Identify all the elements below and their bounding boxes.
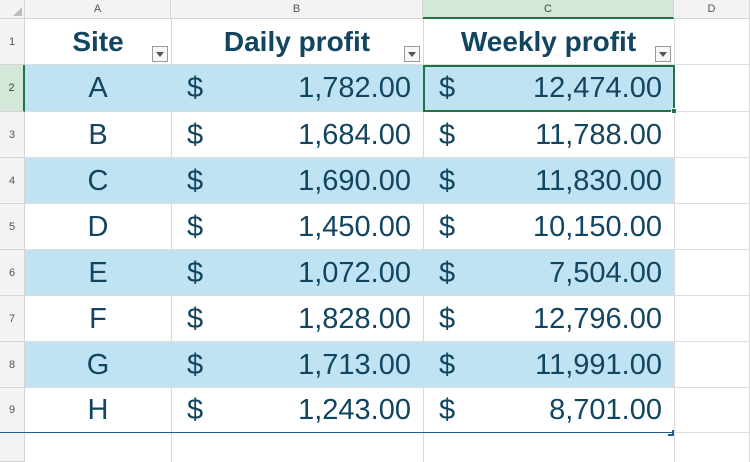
cell-weekly-profit[interactable]: 11,830.00: [535, 164, 662, 197]
row-header-6[interactable]: 6: [0, 250, 25, 296]
cell-site[interactable]: B: [88, 118, 108, 151]
currency-symbol: $: [187, 210, 204, 243]
fill-handle[interactable]: [671, 108, 677, 114]
gridline-vertical: [674, 19, 675, 462]
cell-weekly-profit[interactable]: 10,150.00: [532, 210, 662, 243]
column-header-d[interactable]: D: [674, 0, 750, 19]
gridline-vertical: [171, 19, 172, 462]
gridline-horizontal: [25, 111, 750, 112]
active-cell-selection: [423, 65, 675, 112]
select-all-corner[interactable]: [0, 0, 25, 19]
currency-symbol: $: [439, 302, 456, 335]
cell-site[interactable]: G: [86, 348, 110, 381]
cell-weekly-profit[interactable]: 12,474.00: [532, 72, 662, 104]
table-row-band: [25, 250, 674, 296]
column-header-a[interactable]: A: [25, 0, 171, 19]
row-header-9[interactable]: 9: [0, 388, 25, 433]
cell-site[interactable]: H: [87, 394, 109, 426]
cell-daily-profit[interactable]: 1,828.00: [298, 302, 411, 335]
gridline-vertical: [423, 19, 424, 462]
table-bottom-border: [0, 432, 674, 433]
currency-symbol: $: [439, 164, 456, 197]
gridline-horizontal: [25, 249, 750, 250]
row-header-1[interactable]: 1: [0, 19, 25, 65]
currency-symbol: $: [187, 118, 204, 151]
cell-daily-profit[interactable]: 1,072.00: [298, 256, 411, 289]
currency-symbol: $: [187, 394, 204, 426]
currency-symbol: $: [439, 210, 456, 243]
row-header-8[interactable]: 8: [0, 342, 25, 388]
cell-weekly-profit[interactable]: 8,701.00: [549, 394, 662, 426]
header-weekly-profit[interactable]: Weekly profit: [460, 26, 637, 57]
header-daily-profit[interactable]: Daily profit: [223, 26, 371, 57]
gridline-horizontal: [25, 387, 750, 388]
currency-symbol: $: [439, 256, 456, 289]
cell-site[interactable]: A: [88, 72, 108, 104]
row-header-2[interactable]: 2: [0, 65, 25, 112]
cell-weekly-profit[interactable]: 11,788.00: [535, 118, 662, 151]
filter-weekly-profit-button[interactable]: [655, 46, 671, 62]
gridline-horizontal: [25, 295, 750, 296]
cell-site[interactable]: C: [87, 164, 109, 197]
row-header-5[interactable]: 5: [0, 204, 25, 250]
currency-symbol: $: [187, 302, 204, 335]
table-resize-handle[interactable]: [668, 430, 674, 436]
cell-daily-profit[interactable]: 1,713.00: [298, 348, 411, 381]
row-header-empty: [0, 433, 25, 462]
table-row-band: [25, 65, 674, 112]
table-row-band: [25, 342, 674, 388]
chevron-down-icon: [408, 51, 416, 57]
currency-symbol: $: [439, 72, 456, 104]
column-header-b[interactable]: B: [171, 0, 423, 19]
cell-daily-profit[interactable]: 1,243.00: [298, 394, 411, 426]
cell-daily-profit[interactable]: 1,690.00: [298, 164, 411, 197]
gridline-horizontal: [25, 341, 750, 342]
column-header-c[interactable]: C: [423, 0, 674, 19]
row-header-4[interactable]: 4: [0, 158, 25, 204]
chevron-down-icon: [156, 51, 164, 57]
chevron-down-icon: [659, 51, 667, 57]
gridline-horizontal: [25, 157, 750, 158]
currency-symbol: $: [187, 164, 204, 197]
cell-daily-profit[interactable]: 1,684.00: [298, 118, 411, 151]
cell-daily-profit[interactable]: 1,450.00: [298, 210, 411, 243]
currency-symbol: $: [187, 256, 204, 289]
gridline-horizontal: [25, 64, 750, 65]
cell-weekly-profit[interactable]: 11,991.00: [535, 348, 662, 381]
cell-weekly-profit[interactable]: 12,796.00: [532, 302, 662, 335]
filter-site-button[interactable]: [152, 46, 168, 62]
cell-site[interactable]: E: [88, 256, 108, 289]
row-header-7[interactable]: 7: [0, 296, 25, 342]
currency-symbol: $: [439, 118, 456, 151]
currency-symbol: $: [187, 348, 204, 381]
gridline-horizontal: [25, 203, 750, 204]
header-site[interactable]: Site: [72, 26, 124, 57]
table-row-band: [25, 158, 674, 204]
cell-weekly-profit[interactable]: 7,504.00: [549, 256, 662, 289]
currency-symbol: $: [187, 72, 204, 104]
filter-daily-profit-button[interactable]: [404, 46, 420, 62]
row-header-3[interactable]: 3: [0, 112, 25, 158]
currency-symbol: $: [439, 348, 456, 381]
cell-site[interactable]: F: [89, 302, 107, 335]
cell-site[interactable]: D: [87, 210, 109, 243]
currency-symbol: $: [439, 394, 456, 426]
cell-daily-profit[interactable]: 1,782.00: [298, 72, 411, 104]
